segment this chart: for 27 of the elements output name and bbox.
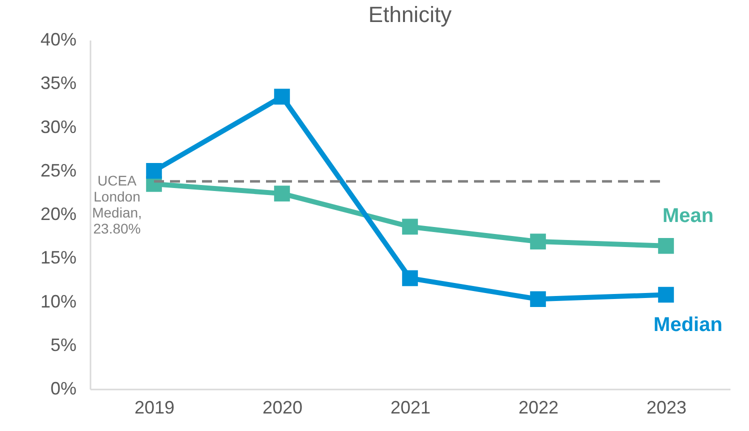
point	[658, 238, 674, 254]
y-tick-label: 25%	[40, 160, 76, 180]
series-label: Median	[654, 314, 722, 336]
y-tick-label: 30%	[40, 116, 76, 137]
y-tick-label: 20%	[40, 204, 76, 224]
y-tick-label: 0%	[50, 378, 76, 398]
x-tick-label: 2022	[518, 398, 559, 418]
y-tick-label: 10%	[40, 291, 76, 312]
y-tick-label: 35%	[40, 73, 76, 94]
point	[146, 162, 162, 179]
series-label: Mean	[662, 204, 714, 227]
y-tick-label: 15%	[40, 248, 76, 268]
x-tick-label: 2019	[134, 398, 175, 418]
x-tick-label: 2021	[390, 398, 431, 418]
point	[274, 88, 290, 105]
point	[402, 270, 418, 286]
point	[274, 186, 290, 202]
point	[658, 286, 674, 303]
point	[402, 218, 418, 235]
y-tick-label: 40%	[40, 30, 76, 50]
x-tick-label: 2020	[262, 398, 303, 418]
x-tick-label: 2023	[646, 398, 687, 418]
point	[530, 291, 546, 308]
ref-line-label: UCEA London Median, 23.80%	[92, 172, 142, 236]
y-tick-label: 5%	[50, 334, 76, 355]
chart-title: Ethnicity	[368, 2, 452, 27]
point	[530, 234, 546, 250]
